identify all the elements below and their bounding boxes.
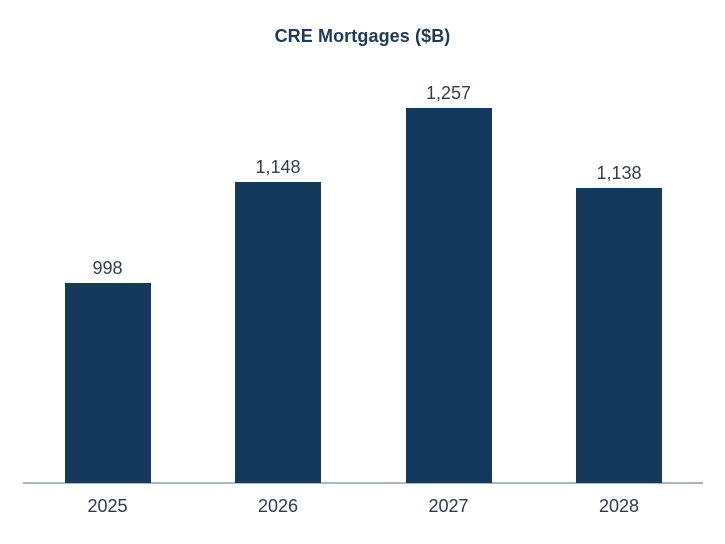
chart-title: CRE Mortgages ($B) — [274, 26, 451, 46]
bar-value-label: 1,138 — [596, 163, 642, 183]
x-tick-label: 2026 — [257, 496, 299, 516]
bar-value-label: 998 — [92, 258, 123, 278]
x-tick-label: 2025 — [87, 496, 128, 516]
bar-value-label: 1,257 — [425, 83, 472, 103]
bar — [64, 283, 151, 483]
bar-value-label: 1,148 — [255, 157, 301, 177]
x-axis-line — [23, 482, 703, 484]
bar — [576, 188, 662, 483]
x-tick-label: 2028 — [598, 496, 640, 516]
bar-group-2026: 1,148 — [235, 156, 321, 483]
bar — [405, 108, 492, 483]
x-tick-label: 2027 — [428, 496, 469, 516]
bar — [235, 182, 321, 483]
bar-group-2028: 1,138 — [576, 162, 662, 483]
bar-group-2025: 998 — [64, 257, 151, 483]
bar-group-2027: 1,257 — [405, 82, 492, 483]
